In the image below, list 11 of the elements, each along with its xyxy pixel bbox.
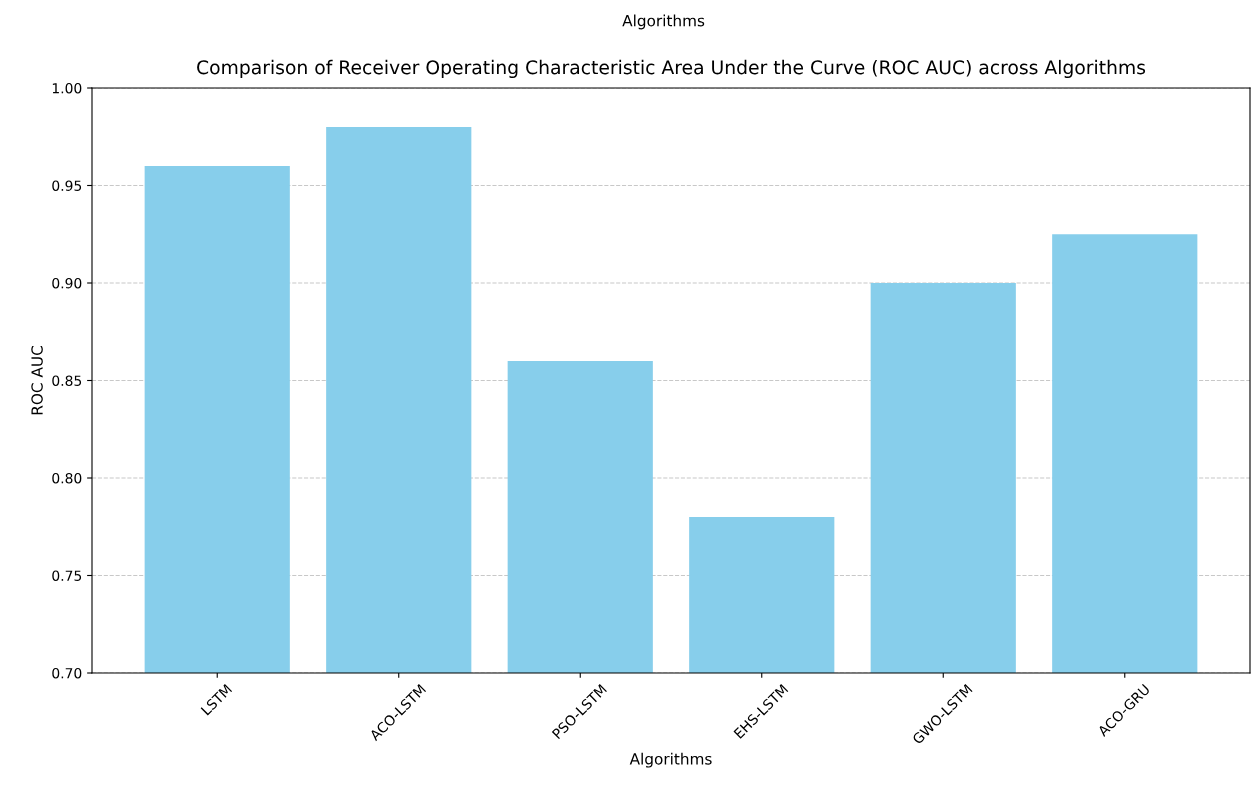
y-tick-label: 0.85 bbox=[52, 375, 82, 386]
y-tick-label: 0.70 bbox=[52, 667, 82, 679]
chart-title: Comparison of Receiver Operating Characteristic Area Under the Curve (ROC AUC) across Algorithms bbox=[197, 59, 1146, 79]
y-tick-label: 1.00 bbox=[52, 82, 82, 94]
y-tick-label: 0.75 bbox=[52, 570, 82, 581]
y-tick-label: 0.80 bbox=[52, 472, 82, 484]
y-axis-title: ROC AUC bbox=[31, 346, 43, 415]
x-axis-title: Algorithms bbox=[629, 752, 712, 768]
y-tick-label: 0.90 bbox=[52, 277, 82, 289]
y-tick-label: 0.95 bbox=[52, 180, 82, 191]
text: Algorithms bbox=[622, 14, 705, 30]
